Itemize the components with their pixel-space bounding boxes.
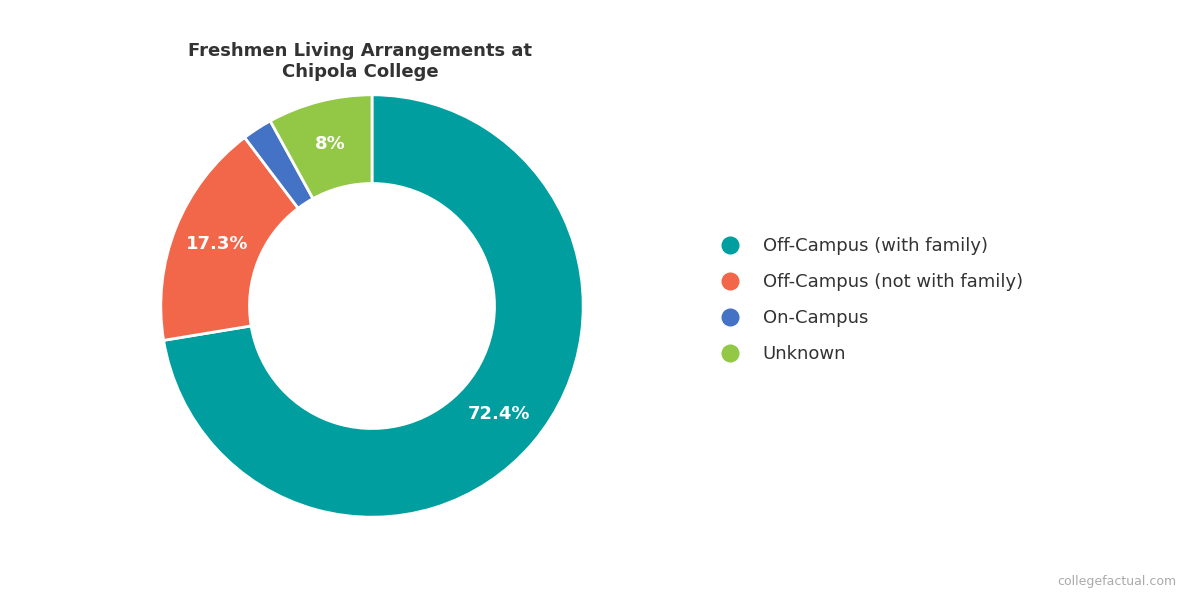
Wedge shape [245,121,313,208]
Wedge shape [163,95,583,517]
Wedge shape [270,95,372,199]
Text: 8%: 8% [316,136,346,154]
Text: 72.4%: 72.4% [468,405,530,423]
Text: collegefactual.com: collegefactual.com [1057,575,1176,588]
Wedge shape [161,137,298,340]
Text: Freshmen Living Arrangements at
Chipola College: Freshmen Living Arrangements at Chipola … [188,42,532,81]
Legend: Off-Campus (with family), Off-Campus (not with family), On-Campus, Unknown: Off-Campus (with family), Off-Campus (no… [706,230,1030,370]
Text: 17.3%: 17.3% [186,235,248,253]
